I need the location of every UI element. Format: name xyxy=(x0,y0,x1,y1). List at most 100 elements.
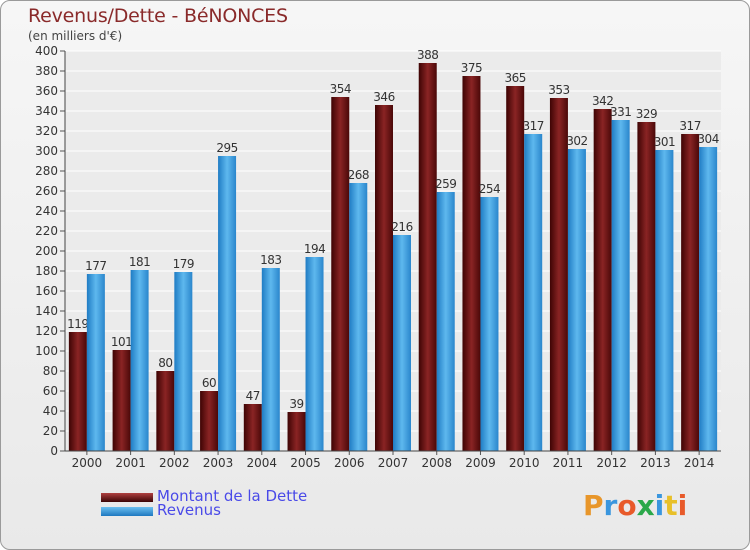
bar-revenus-2003 xyxy=(218,156,237,451)
bar-revenus-2008 xyxy=(436,192,455,451)
bar-revenus-2014 xyxy=(699,147,718,451)
y-tick-label: 220 xyxy=(35,224,58,238)
y-tick-label: 360 xyxy=(35,84,58,98)
x-tick-label: 2008 xyxy=(421,456,452,470)
y-tick-label: 160 xyxy=(35,284,58,298)
y-tick-label: 280 xyxy=(35,164,58,178)
bar-dette-2000 xyxy=(68,332,87,451)
data-label-dette: 346 xyxy=(373,90,394,104)
bar-revenus-2012 xyxy=(611,120,630,451)
logo-letter: i xyxy=(677,489,688,522)
y-tick-label: 200 xyxy=(35,244,58,258)
logo-letter: x xyxy=(636,489,655,522)
data-label-dette: 47 xyxy=(246,389,260,403)
y-tick-label: 100 xyxy=(35,344,58,358)
data-label-revenus: 331 xyxy=(610,105,631,119)
bar-dette-2013 xyxy=(637,122,656,451)
y-tick-label: 0 xyxy=(50,444,58,458)
bar-revenus-2005 xyxy=(305,257,324,451)
y-tick-label: 300 xyxy=(35,144,58,158)
data-label-revenus: 183 xyxy=(260,253,281,267)
bar-revenus-2011 xyxy=(567,149,586,451)
data-label-dette: 80 xyxy=(158,356,172,370)
x-tick-label: 2013 xyxy=(640,456,671,470)
legend-label-dette: Montant de la Dette xyxy=(157,487,308,505)
data-label-dette: 353 xyxy=(548,83,569,97)
x-tick-label: 2004 xyxy=(247,456,278,470)
logo-letter: o xyxy=(617,489,637,522)
x-tick-label: 2009 xyxy=(465,456,496,470)
bar-dette-2012 xyxy=(593,109,612,451)
data-label-revenus: 268 xyxy=(348,168,369,182)
data-label-revenus: 254 xyxy=(479,182,500,196)
x-tick-label: 2012 xyxy=(596,456,627,470)
x-tick-label: 2001 xyxy=(115,456,146,470)
data-label-revenus: 295 xyxy=(216,141,237,155)
bar-dette-2014 xyxy=(681,134,700,451)
bar-revenus-2013 xyxy=(655,150,674,451)
y-tick-label: 20 xyxy=(43,424,58,438)
data-label-dette: 39 xyxy=(289,397,303,411)
x-tick-label: 2003 xyxy=(203,456,234,470)
x-tick-label: 2000 xyxy=(72,456,103,470)
legend-item-revenus: Revenus xyxy=(101,501,401,519)
y-tick-label: 40 xyxy=(43,404,58,418)
y-tick-label: 400 xyxy=(35,44,58,58)
data-label-dette: 317 xyxy=(679,119,700,133)
data-label-revenus: 259 xyxy=(435,177,456,191)
bar-revenus-2009 xyxy=(480,197,499,451)
y-tick-label: 140 xyxy=(35,304,58,318)
legend-label-revenus: Revenus xyxy=(157,501,221,519)
bar-revenus-2001 xyxy=(130,270,149,451)
data-label-revenus: 302 xyxy=(566,134,587,148)
logo-letter: r xyxy=(603,489,618,522)
data-label-dette: 365 xyxy=(504,71,525,85)
bar-dette-2010 xyxy=(506,86,525,451)
data-label-revenus: 179 xyxy=(173,257,194,271)
data-label-dette: 329 xyxy=(636,107,657,121)
y-tick-label: 320 xyxy=(35,124,58,138)
bar-dette-2004 xyxy=(243,404,262,451)
data-label-revenus: 317 xyxy=(522,119,543,133)
bar-dette-2003 xyxy=(200,391,219,451)
data-label-revenus: 216 xyxy=(391,220,412,234)
bar-revenus-2000 xyxy=(86,274,105,451)
legend-swatch-dette xyxy=(101,493,153,502)
x-tick-label: 2002 xyxy=(159,456,190,470)
chart-subtitle: (en milliers d'€) xyxy=(28,29,123,43)
y-tick-label: 120 xyxy=(35,324,58,338)
bar-dette-2001 xyxy=(112,350,131,451)
logo-letter: P xyxy=(583,489,604,522)
data-label-dette: 342 xyxy=(592,94,613,108)
proxiti-logo: Proxiti xyxy=(583,489,687,522)
data-label-revenus: 304 xyxy=(697,132,718,146)
x-tick-label: 2010 xyxy=(509,456,540,470)
data-label-revenus: 194 xyxy=(304,242,325,256)
chart-title: Revenus/Dette - BéNONCES xyxy=(28,5,288,27)
legend-swatch-revenus xyxy=(101,507,153,516)
x-tick-label: 2007 xyxy=(378,456,409,470)
y-tick-label: 180 xyxy=(35,264,58,278)
data-label-revenus: 181 xyxy=(129,255,150,269)
x-tick-label: 2005 xyxy=(290,456,321,470)
data-label-revenus: 177 xyxy=(85,259,106,273)
bar-dette-2006 xyxy=(331,97,350,451)
x-tick-label: 2014 xyxy=(684,456,715,470)
bar-revenus-2002 xyxy=(174,272,193,451)
legend-item-dette: Montant de la Dette xyxy=(101,487,401,505)
bar-dette-2002 xyxy=(156,371,175,451)
x-tick-label: 2006 xyxy=(334,456,365,470)
y-tick-label: 240 xyxy=(35,204,58,218)
data-label-revenus: 301 xyxy=(654,135,675,149)
data-label-dette: 388 xyxy=(417,48,438,62)
y-tick-label: 380 xyxy=(35,64,58,78)
logo-letter: t xyxy=(664,489,678,522)
bar-revenus-2006 xyxy=(349,183,368,451)
y-tick-label: 80 xyxy=(43,364,58,378)
logo-letter: i xyxy=(654,489,665,522)
data-label-dette: 101 xyxy=(111,335,132,349)
data-label-dette: 375 xyxy=(461,61,482,75)
y-tick-label: 340 xyxy=(35,104,58,118)
